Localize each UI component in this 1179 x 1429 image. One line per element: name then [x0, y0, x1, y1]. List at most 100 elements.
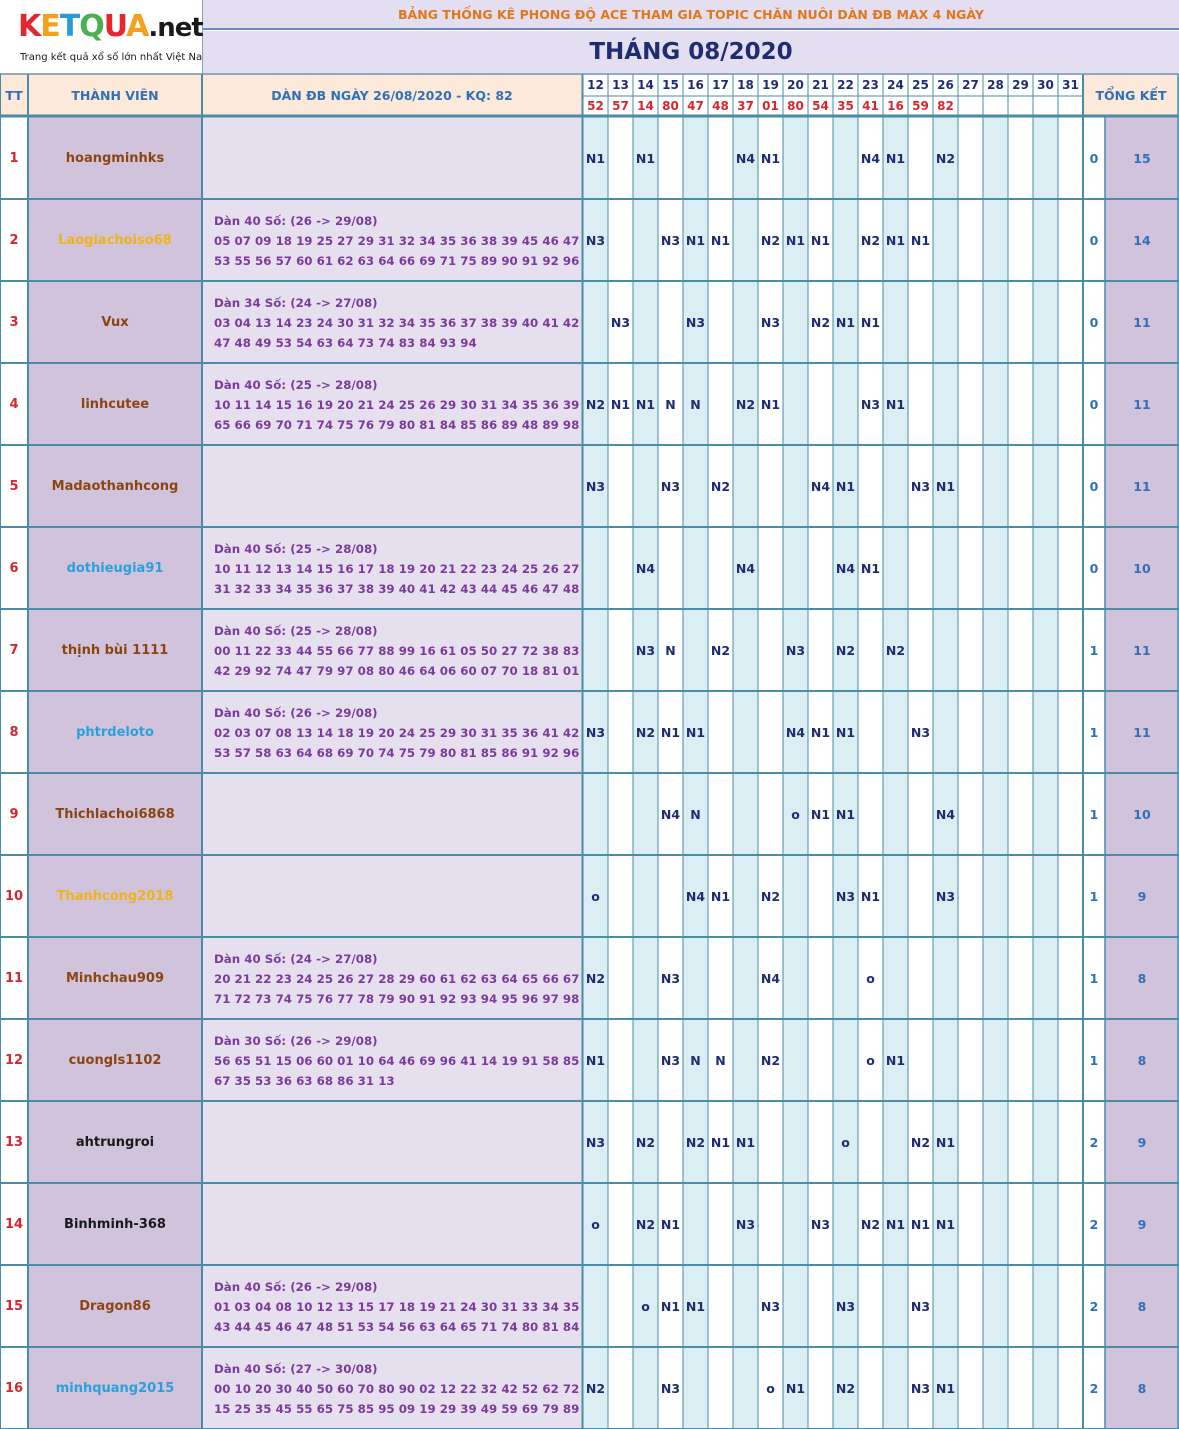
day-cell: o [833, 1101, 858, 1183]
day-cell [808, 855, 833, 937]
total-miss: 0 [1083, 445, 1105, 527]
dan-line [214, 497, 582, 517]
day-cell: N4 [733, 527, 758, 609]
day-cell: N3 [658, 1347, 683, 1429]
total-miss: 1 [1083, 855, 1105, 937]
day-cell [1008, 1101, 1033, 1183]
day-cell [708, 363, 733, 445]
total-score: 11 [1105, 281, 1179, 363]
day-cell [908, 609, 933, 691]
day-cell: N1 [933, 1183, 958, 1265]
day-cell [933, 281, 958, 363]
day-cell [983, 855, 1008, 937]
dan-numbers [202, 855, 582, 937]
day-cell [983, 1347, 1008, 1429]
day-cell [958, 691, 983, 773]
day-cell [833, 117, 858, 199]
day-cell: N3 [658, 1019, 683, 1101]
day-cell: N2 [883, 609, 908, 691]
day-cell: N1 [858, 527, 883, 609]
logo-letter: T [59, 9, 80, 44]
day-cell: N4 [758, 937, 783, 1019]
day-header: 18 [733, 74, 758, 96]
day-cell [733, 691, 758, 773]
day-cell [683, 527, 708, 609]
day-cell: N1 [633, 363, 658, 445]
day-cell: N [658, 363, 683, 445]
day-header: 23 [858, 74, 883, 96]
day-cell [983, 1265, 1008, 1347]
day-cell: N3 [908, 445, 933, 527]
member-name: phtrdeloto [28, 691, 202, 773]
header-dan: DÀN ĐB NGÀY 26/08/2020 - KQ: 82 [202, 74, 582, 116]
total-score: 10 [1105, 773, 1179, 855]
day-cell: N2 [833, 1347, 858, 1429]
day-cell: N1 [833, 445, 858, 527]
total-score: 14 [1105, 199, 1179, 281]
header-total: TỔNG KẾT [1083, 74, 1179, 116]
dan-numbers: Dàn 40 Số: (24 -> 27/08) 20 21 22 23 24 2… [202, 937, 582, 1019]
day-cell [1008, 1019, 1033, 1101]
day-cell [758, 445, 783, 527]
day-result [1058, 96, 1083, 116]
day-cell [958, 363, 983, 445]
day-result: 59 [908, 96, 933, 116]
day-cell: N1 [608, 363, 633, 445]
day-header: 19 [758, 74, 783, 96]
logo-tagline: Trang kết quả xổ số lớn nhất Việt Nam [20, 52, 212, 63]
row-number: 9 [0, 773, 28, 855]
member-name: ahtrungroi [28, 1101, 202, 1183]
day-cell: N2 [808, 281, 833, 363]
day-cell: N4 [808, 445, 833, 527]
row-number: 11 [0, 937, 28, 1019]
day-cell [633, 199, 658, 281]
logo-letter: U [103, 9, 127, 44]
dan-line: 15 25 35 45 55 65 75 85 95 09 19 29 39 4… [214, 1402, 582, 1416]
day-header: 26 [933, 74, 958, 96]
day-header: 16 [683, 74, 708, 96]
day-cell [1058, 937, 1083, 1019]
day-cell: N2 [758, 1019, 783, 1101]
day-cell: N4 [733, 117, 758, 199]
day-cell [758, 1101, 783, 1183]
day-cell [608, 1183, 633, 1265]
day-cell [1058, 773, 1083, 855]
day-cell: N1 [658, 1183, 683, 1265]
day-cell [708, 1347, 733, 1429]
day-cell [783, 281, 808, 363]
day-cell [1058, 281, 1083, 363]
row-number: 16 [0, 1347, 28, 1429]
day-cell: N3 [733, 1183, 758, 1265]
day-cell [1008, 363, 1033, 445]
dan-heading [214, 867, 582, 887]
day-cell [783, 937, 808, 1019]
day-cell [1058, 117, 1083, 199]
day-cell [1033, 199, 1058, 281]
day-cell [1033, 937, 1058, 1019]
day-cell: N1 [883, 363, 908, 445]
ketqua-logo[interactable]: KETQUA.net Trang kết quả xổ số lớn nhất … [0, 0, 212, 76]
day-result: 01 [758, 96, 783, 116]
dan-line: 67 35 53 36 63 68 86 31 13 [214, 1074, 395, 1088]
day-cell [983, 445, 1008, 527]
day-cell: N2 [633, 691, 658, 773]
dan-heading [214, 1113, 582, 1133]
day-cell [683, 1183, 708, 1265]
month-title: THÁNG 08/2020 [203, 31, 1179, 73]
day-cell [1033, 1347, 1058, 1429]
dan-heading: Dàn 30 Số: (26 -> 29/08) [214, 1034, 378, 1048]
day-cell: N1 [583, 1019, 608, 1101]
day-cell: N2 [708, 445, 733, 527]
day-cell [733, 281, 758, 363]
day-cell [733, 445, 758, 527]
day-cell [708, 1183, 733, 1265]
member-name: thịnh bùi 1111 [28, 609, 202, 691]
dan-line: 10 11 12 13 14 15 16 17 18 19 20 21 22 2… [214, 562, 582, 576]
day-header: 17 [708, 74, 733, 96]
day-cell [1058, 1019, 1083, 1101]
day-cell [608, 117, 633, 199]
dan-heading [214, 785, 582, 805]
row-number: 12 [0, 1019, 28, 1101]
day-cell: N [683, 363, 708, 445]
day-cell [1033, 773, 1058, 855]
